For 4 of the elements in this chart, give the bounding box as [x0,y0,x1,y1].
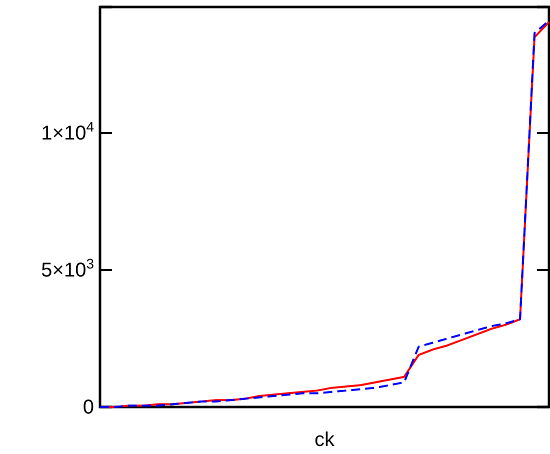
y-tick-label: 5×10$^{3}$ [41,255,94,282]
x-axis-title: ck [314,429,336,451]
y-tick-label: 0 [82,396,94,418]
y-tick-label: 1×10$^{4}$ [41,118,94,144]
